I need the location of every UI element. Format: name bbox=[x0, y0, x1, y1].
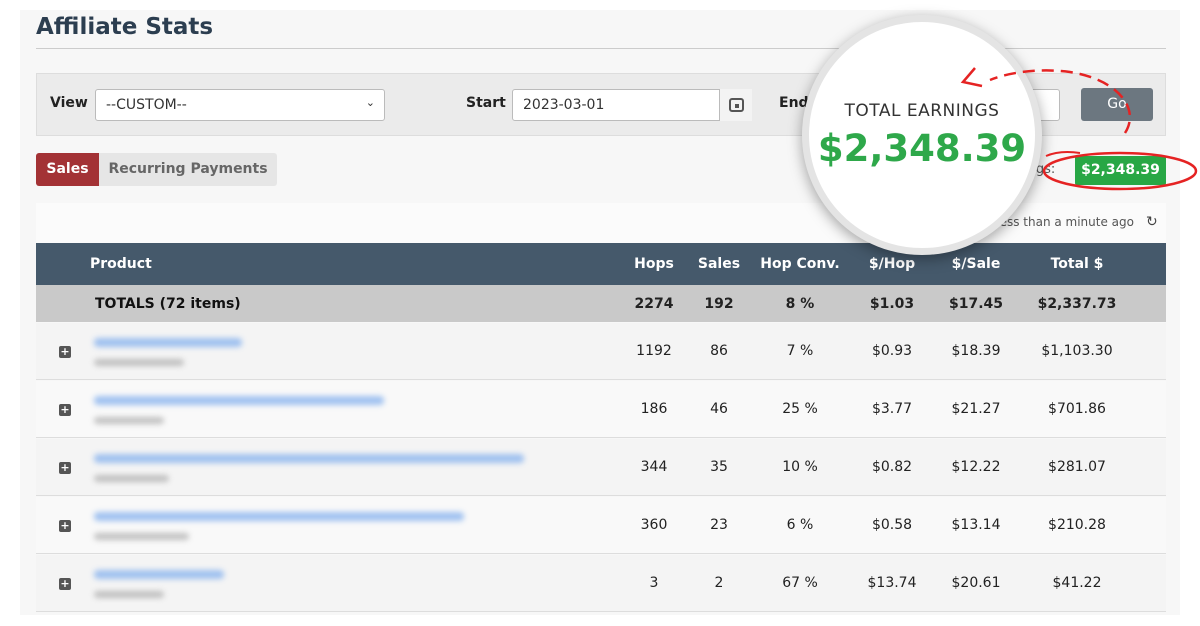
earnings-badge: $2,348.39 bbox=[1075, 156, 1166, 185]
column-header: Hops bbox=[634, 256, 674, 272]
product-link-blurred[interactable] bbox=[94, 396, 384, 405]
table-row bbox=[36, 439, 1166, 496]
highlight-ellipse bbox=[1042, 151, 1198, 191]
totals-cell: $17.45 bbox=[948, 296, 1004, 312]
table-row bbox=[36, 323, 1166, 380]
totals-row bbox=[36, 285, 1166, 322]
annotation-stroke bbox=[1045, 151, 1081, 157]
product-link-blurred[interactable] bbox=[94, 454, 524, 463]
table-cell: $21.27 bbox=[951, 401, 1001, 417]
table-cell: $20.61 bbox=[951, 575, 1001, 591]
table-cell: $210.28 bbox=[1048, 517, 1106, 533]
column-header: Hop Conv. bbox=[760, 256, 840, 272]
view-value: --CUSTOM-- bbox=[106, 97, 187, 113]
table-cell: $0.58 bbox=[871, 517, 913, 533]
end-label: End bbox=[779, 95, 809, 111]
table-cell: 67 % bbox=[782, 575, 818, 591]
magnifier-label: TOTAL EARNINGS bbox=[844, 101, 1000, 121]
table-cell: $0.93 bbox=[871, 343, 913, 359]
table-cell: 360 bbox=[640, 517, 668, 533]
table-cell: 25 % bbox=[782, 401, 818, 417]
product-id-blurred bbox=[94, 591, 164, 598]
expand-icon[interactable]: + bbox=[59, 461, 71, 474]
start-label: Start bbox=[466, 95, 506, 111]
table-cell: $13.14 bbox=[951, 517, 1001, 533]
arrow-head bbox=[960, 67, 983, 88]
table-cell: 6 % bbox=[786, 517, 814, 533]
product-id-blurred bbox=[94, 417, 164, 424]
column-header: $/Sale bbox=[951, 256, 1001, 272]
product-id-blurred bbox=[94, 359, 184, 366]
table-row bbox=[36, 497, 1166, 554]
calendar-icon bbox=[729, 98, 744, 112]
product-id-blurred bbox=[94, 533, 189, 540]
annotation-arrow bbox=[989, 69, 1131, 134]
table-cell: 86 bbox=[710, 343, 728, 359]
product-id-blurred bbox=[94, 475, 169, 482]
totals-cell: 192 bbox=[704, 296, 734, 312]
table-header bbox=[36, 243, 1166, 285]
table-cell: $3.77 bbox=[871, 401, 913, 417]
table-row bbox=[36, 381, 1166, 438]
divider bbox=[36, 48, 1166, 49]
recurring-tab[interactable]: Recurring Payments bbox=[99, 153, 277, 186]
table-cell: 35 bbox=[710, 459, 728, 475]
table-cell: 186 bbox=[640, 401, 668, 417]
stats-table: Product Hops Sales Hop Conv. $/Hop $/Sale Tota… bbox=[36, 243, 1166, 626]
sales-tab[interactable]: Sales bbox=[36, 153, 99, 186]
table-cell: $0.82 bbox=[871, 459, 913, 475]
table-cell: $41.22 bbox=[1052, 575, 1102, 591]
table-cell: $12.22 bbox=[951, 459, 1001, 475]
table-cell: 3 bbox=[649, 575, 659, 591]
column-header: Product bbox=[90, 256, 152, 272]
start-input[interactable]: 2023-03-01 bbox=[512, 89, 752, 121]
totals-cell: 8 % bbox=[785, 296, 815, 312]
go-button[interactable]: Go bbox=[1081, 88, 1153, 121]
view-select[interactable]: --CUSTOM-- ⌄ bbox=[95, 89, 385, 121]
totals-cell: 2274 bbox=[634, 296, 674, 312]
view-label: View bbox=[50, 95, 88, 111]
magnifier bbox=[802, 15, 1042, 255]
product-link-blurred[interactable] bbox=[94, 512, 464, 521]
column-header: Total $ bbox=[1050, 256, 1104, 272]
column-header: Sales bbox=[697, 256, 741, 272]
totals-cell: $1.03 bbox=[869, 296, 915, 312]
table-cell: 1192 bbox=[636, 343, 672, 359]
start-value: 2023-03-01 bbox=[523, 97, 605, 113]
table-cell: $18.39 bbox=[951, 343, 1001, 359]
table-cell: $1,103.30 bbox=[1041, 343, 1113, 359]
expand-icon[interactable]: + bbox=[59, 403, 71, 416]
table-cell: 344 bbox=[640, 459, 668, 475]
table-cell: $13.74 bbox=[867, 575, 917, 591]
magnifier-value: $2,348.39 bbox=[817, 127, 1027, 170]
table-cell: 2 bbox=[714, 575, 724, 591]
table-cell: 46 bbox=[710, 401, 728, 417]
table-cell: 7 % bbox=[786, 343, 814, 359]
page-title: Affiliate Stats bbox=[36, 14, 214, 40]
refresh-icon[interactable]: ↻ bbox=[1146, 214, 1158, 230]
expand-icon[interactable]: + bbox=[59, 577, 71, 590]
product-link-blurred[interactable] bbox=[94, 570, 224, 579]
table-cell: $281.07 bbox=[1048, 459, 1106, 475]
table-cell: 23 bbox=[710, 517, 728, 533]
product-link-blurred[interactable] bbox=[94, 338, 242, 347]
table-cell: $701.86 bbox=[1048, 401, 1106, 417]
totals-label: TOTALS (72 items) bbox=[95, 296, 241, 312]
expand-icon[interactable]: + bbox=[59, 345, 71, 358]
column-header: $/Hop bbox=[868, 256, 916, 272]
expand-icon[interactable]: + bbox=[59, 519, 71, 532]
table-row bbox=[36, 555, 1166, 612]
totals-cell: $2,337.73 bbox=[1037, 296, 1117, 312]
table-cell: 10 % bbox=[782, 459, 818, 475]
calendar-button[interactable] bbox=[719, 89, 752, 121]
